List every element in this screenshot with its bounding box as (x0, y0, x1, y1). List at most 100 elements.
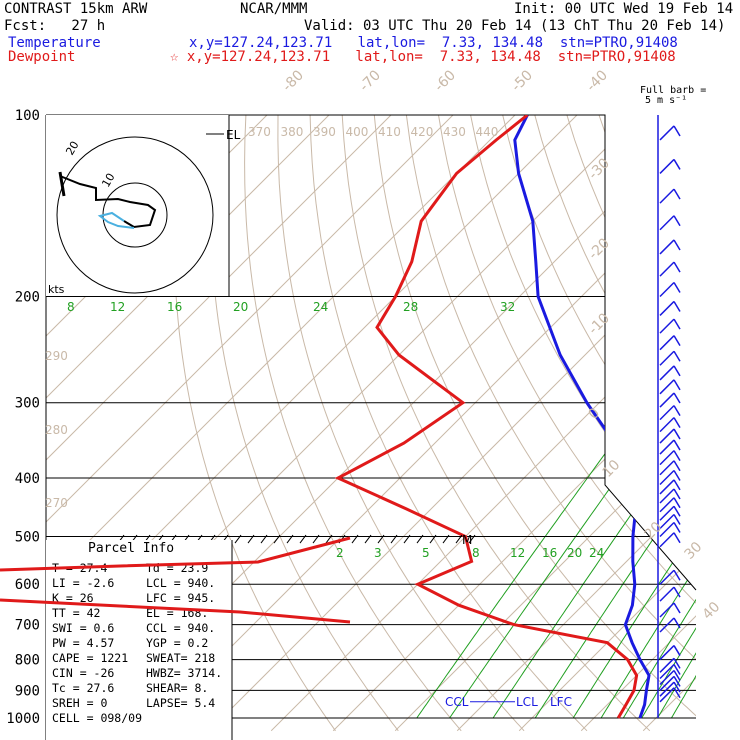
full-barb-label: Full barb = (640, 85, 707, 96)
wind-barb (659, 188, 675, 204)
wind-barb-flag (673, 261, 681, 273)
hatch-mark (390, 534, 398, 544)
parcel-info-right: HWBZ= 3714. (146, 666, 222, 680)
wind-barbs (657, 115, 681, 718)
hodograph-trace-top (58, 171, 66, 197)
hodograph-trace (59, 175, 157, 229)
isotherm-label: -60 (432, 67, 459, 94)
mixing-ratio-label: 24 (313, 300, 328, 314)
melt-level-label: M (462, 533, 472, 547)
wind-barb-flag (673, 188, 681, 200)
wind-barb (659, 460, 675, 476)
wind-barb (659, 335, 675, 351)
sounding-profiles (334, 115, 651, 719)
wind-barb-flag (673, 522, 681, 533)
dry-adiabat-label: 410 (378, 125, 401, 139)
mixing-ratio-label: 2 (336, 546, 344, 560)
hatch-mark (234, 534, 242, 544)
wind-barb (659, 617, 675, 633)
mixing-ratio-line (492, 296, 696, 719)
wind-barb-flag (673, 645, 681, 656)
wind-barb (659, 532, 675, 548)
dry-adiabat-line (209, 115, 399, 732)
parcel-info-right: LAPSE= 5.4 (146, 696, 215, 710)
wind-barb-flag (673, 365, 681, 377)
wind-barb-flag (673, 687, 681, 699)
wind-barb (659, 569, 675, 585)
forecast-hour: Fcst: 27 h (4, 18, 106, 34)
mixing-ratio-line (622, 296, 696, 719)
wind-barb (659, 586, 675, 602)
wind-barb-flag (673, 460, 681, 472)
parcel-info-right: LCL = 940. (146, 576, 215, 590)
dry-adiabat-label: 420 (411, 125, 434, 139)
isobar-label: 1000 (6, 711, 40, 727)
wind-barb (659, 663, 675, 680)
el-label: EL (226, 128, 241, 142)
isotherm-label: 20 (642, 519, 666, 543)
dry-adiabat-line (405, 115, 696, 732)
hodograph-ring (56, 136, 214, 294)
parcel-info-right: LFC = 945. (146, 591, 215, 605)
dry-adiabat-line (694, 115, 696, 732)
parcel-info-right: CCL = 940. (146, 621, 215, 635)
isotherm-line (46, 115, 405, 732)
dewpoint-location: ☆ x,y=127.24,123.71 lat,lon= 7.33, 134.4… (170, 49, 676, 65)
dry-adiabat-line (727, 115, 740, 731)
isotherm-line (46, 115, 343, 732)
wind-barb-flag (673, 602, 681, 614)
parcel-info-right: YGP = 0.2 (146, 636, 208, 650)
temperature-location: x,y=127.24,123.71 lat,lon= 7.33, 134.48 … (189, 35, 678, 51)
wind-barb (659, 392, 675, 408)
isobar-label: 300 (15, 396, 40, 412)
isotherm-label: 30 (682, 539, 706, 563)
wind-barb-flag (673, 514, 681, 525)
isobar-label: 100 (15, 108, 40, 124)
isobar-label: 600 (15, 577, 40, 593)
lcl-label: LCL (516, 695, 538, 709)
hatch-mark (260, 534, 268, 544)
mixing-ratio-line (657, 296, 696, 719)
isotherm-line (456, 115, 696, 732)
wind-barb (659, 505, 675, 521)
hatch-mark (442, 534, 450, 544)
isobar-label: 800 (15, 653, 40, 669)
parcel-info-bg (46, 540, 232, 740)
wind-barb (659, 675, 675, 691)
dewpoint-profile (334, 115, 639, 719)
isotherm-line (208, 115, 696, 732)
lfc-label: LFC (550, 695, 572, 709)
wind-barb-flag (673, 392, 681, 404)
wind-barb-flag (673, 159, 681, 170)
isotherm-label: -80 (280, 67, 307, 94)
hatch-mark (403, 534, 411, 544)
wind-barb-flag (673, 282, 681, 293)
wind-barb (659, 158, 675, 174)
hatch-mark (455, 534, 463, 544)
wind-barb-flag (673, 657, 681, 669)
wind-barb-flag (673, 379, 681, 391)
hodograph-ring-label: 20 (63, 139, 81, 158)
parcel-info-left: TT = 42 (52, 606, 100, 620)
dry-adiabat-line (277, 115, 525, 732)
wind-barb-flag (673, 215, 681, 227)
dry-adiabat-line (309, 115, 588, 732)
dry-adiabat-label: 430 (443, 125, 466, 139)
wind-barb (659, 318, 675, 334)
wind-barb (659, 281, 675, 298)
dry-adiabat-label: 440 (476, 125, 499, 139)
isotherm-line (46, 115, 467, 732)
mixing-ratio-line (670, 296, 696, 719)
dry-adiabat-line (502, 115, 696, 732)
parcel-info-left: CELL = 098/09 (52, 711, 142, 725)
mixing-ratio-label: 28 (403, 300, 418, 314)
parcel-info-left: SWI = 0.6 (52, 621, 114, 635)
wind-barb (659, 450, 675, 466)
dry-adiabat-lines (173, 115, 740, 732)
dry-adiabat-label: 270 (45, 496, 68, 510)
wind-barb-flag (673, 488, 681, 500)
wind-barb-flag (673, 479, 681, 491)
wind-barb (659, 405, 675, 421)
wind-barb (659, 669, 675, 686)
